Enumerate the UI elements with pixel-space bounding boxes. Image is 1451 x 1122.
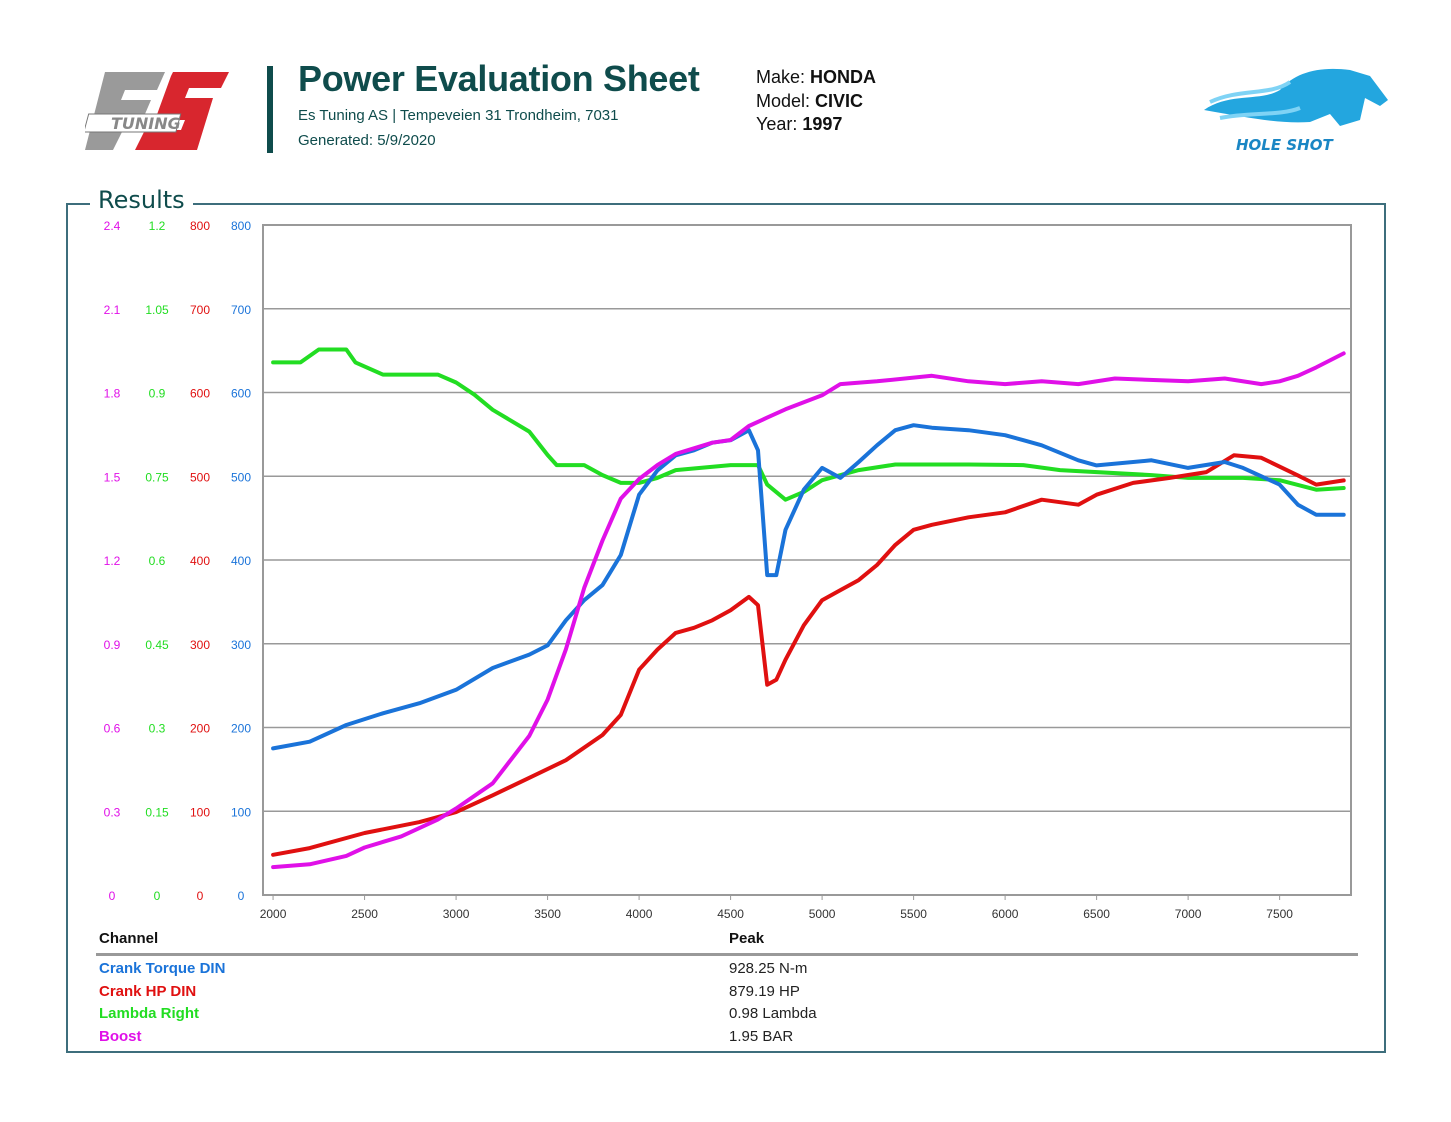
model-label: Model: [756,91,811,111]
company-address: Es Tuning AS | Tempeveien 31 Trondheim, … [298,107,619,124]
x-tick-label: 5000 [809,907,836,921]
svg-text:TUNING: TUNING [111,114,181,133]
y-tick-label: 0.15 [145,805,169,819]
y-tick-label: 700 [190,303,210,317]
y-tick-label: 100 [190,805,210,819]
channel-peak: 0.98 Lambda [729,1005,817,1023]
year-value: 1997 [802,114,843,134]
y-tick-label: 1.05 [145,303,169,317]
make-label: Make: [756,67,806,87]
year-label: Year: [756,114,798,134]
y-tick-label: 1.8 [104,387,121,401]
generated-date: Generated: 5/9/2020 [298,132,436,149]
y-tick-label: 600 [231,387,251,401]
y-tick-label: 200 [231,722,251,736]
channel-name: Boost [99,1027,142,1045]
y-tick-label: 0.75 [145,470,169,484]
header-divider [267,66,273,153]
es-tuning-logo: TUNING [85,72,229,150]
y-tick-label: 100 [231,805,251,819]
series-line-crank-hp-din [271,453,1346,857]
y-tick-label: 0.9 [104,638,121,652]
model-value: CIVIC [815,91,864,111]
y-tick-label: 800 [190,219,210,233]
y-tick-label: 1.2 [104,554,121,568]
x-tick-label: 6500 [1083,907,1110,921]
hole-shot-logo-text: HOLE SHOT [1236,136,1334,154]
y-tick-label: 0.6 [104,722,121,736]
y-tick-label: 400 [190,554,210,568]
channel-peak: 1.95 BAR [729,1027,794,1045]
y-tick-label: 200 [190,722,210,736]
x-tick-label: 2500 [351,907,378,921]
y-tick-label: 1.2 [149,219,166,233]
table-header-peak: Peak [729,930,765,947]
series-line-crank-torque-din [271,423,1346,751]
channel-peak: 879.19 HP [729,982,800,1000]
x-tick-label: 4500 [717,907,744,921]
channel-name: Crank Torque DIN [99,960,226,977]
y-tick-label: 0.6 [149,554,166,568]
make-value: HONDA [810,67,877,87]
x-tick-label: 3500 [534,907,561,921]
channel-name: Lambda Right [99,1005,199,1023]
y-tick-label: 0.3 [104,805,121,819]
channel-name: Crank HP DIN [99,982,197,1000]
y-tick-label: 0 [197,889,204,903]
series-line-boost [271,351,1346,870]
channel-peak: 928.25 N-m [729,960,808,977]
x-tick-label: 7000 [1175,907,1202,921]
y-tick-label: 400 [231,554,251,568]
y-tick-label: 0.45 [145,638,169,652]
x-tick-label: 5500 [900,907,927,921]
y-tick-label: 300 [231,638,251,652]
series-line-lambda-right [271,347,1346,502]
y-tick-label: 0.3 [149,722,166,736]
y-tick-label: 0 [238,889,245,903]
y-tick-label: 0.9 [149,387,166,401]
y-tick-label: 0 [154,889,161,903]
y-tick-label: 1.5 [104,470,121,484]
x-tick-label: 3000 [443,907,470,921]
table-header-channel: Channel [99,930,159,947]
y-tick-label: 0 [109,889,116,903]
make-line: Make: HONDA [756,67,876,88]
y-tick-label: 300 [190,638,210,652]
year-line: Year: 1997 [756,114,842,135]
x-tick-label: 4000 [626,907,653,921]
model-line: Model: CIVIC [756,91,863,112]
x-tick-label: 7500 [1266,907,1293,921]
y-tick-label: 700 [231,303,251,317]
y-tick-label: 2.1 [104,303,121,317]
section-title: Results [90,186,193,214]
x-tick-label: 6000 [992,907,1019,921]
y-tick-label: 800 [231,219,251,233]
table-header-divider [96,953,1358,956]
page-title: Power Evaluation Sheet [298,58,700,99]
results-frame [66,203,1386,1053]
y-tick-label: 500 [231,470,251,484]
y-tick-label: 2.4 [104,219,121,233]
y-tick-label: 600 [190,387,210,401]
x-tick-label: 2000 [260,907,287,921]
y-tick-label: 500 [190,470,210,484]
hole-shot-logo: HOLE SHOT [1204,68,1388,154]
